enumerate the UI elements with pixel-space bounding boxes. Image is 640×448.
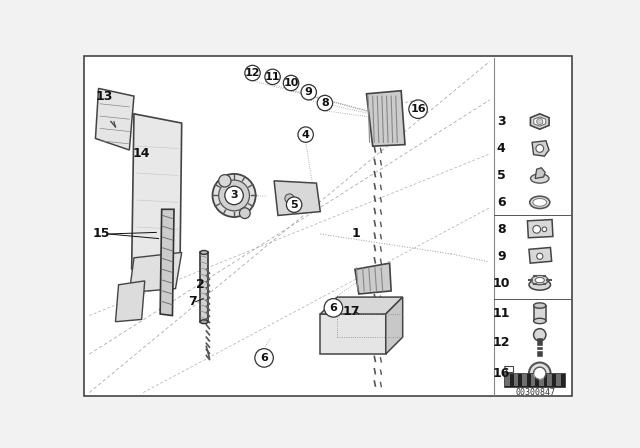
Text: 6: 6 (497, 196, 506, 209)
Circle shape (301, 85, 316, 100)
Text: 14: 14 (133, 147, 150, 160)
Circle shape (537, 253, 543, 259)
Text: 5: 5 (291, 200, 298, 210)
Circle shape (255, 349, 273, 367)
Polygon shape (513, 374, 518, 386)
Polygon shape (531, 374, 535, 386)
Circle shape (317, 95, 333, 111)
Circle shape (285, 194, 294, 203)
Bar (320, 314, 386, 354)
Polygon shape (531, 114, 549, 129)
Circle shape (533, 225, 541, 233)
Polygon shape (534, 117, 546, 126)
Circle shape (284, 75, 299, 90)
Circle shape (245, 65, 260, 81)
Circle shape (212, 174, 255, 217)
Polygon shape (95, 88, 134, 150)
Text: 2: 2 (196, 278, 205, 291)
Text: 10: 10 (284, 78, 299, 88)
Bar (534, 306, 546, 321)
Ellipse shape (531, 174, 549, 183)
Ellipse shape (529, 280, 550, 290)
Text: 10: 10 (493, 277, 510, 290)
Ellipse shape (534, 303, 546, 308)
Polygon shape (539, 374, 543, 386)
Text: 12: 12 (493, 336, 510, 349)
Text: 7: 7 (188, 295, 197, 308)
Text: 9: 9 (497, 250, 506, 263)
Text: 16: 16 (410, 104, 426, 114)
Circle shape (287, 197, 302, 212)
Polygon shape (532, 141, 549, 156)
Text: 6: 6 (260, 353, 268, 363)
Text: 11: 11 (493, 307, 510, 320)
Polygon shape (274, 181, 320, 215)
Circle shape (409, 100, 428, 118)
Polygon shape (547, 374, 552, 386)
Circle shape (542, 227, 547, 232)
Bar (504, 373, 565, 387)
Circle shape (219, 175, 231, 187)
Polygon shape (556, 374, 561, 386)
Polygon shape (355, 263, 391, 294)
Ellipse shape (535, 277, 545, 283)
Circle shape (219, 180, 250, 211)
Text: 17: 17 (342, 305, 360, 318)
Text: 16: 16 (493, 367, 510, 380)
Ellipse shape (200, 250, 208, 254)
Text: 15: 15 (93, 228, 110, 241)
Polygon shape (504, 366, 513, 372)
Circle shape (534, 367, 546, 379)
Text: 13: 13 (96, 90, 113, 103)
Polygon shape (505, 374, 509, 386)
Text: 00300847: 00300847 (516, 388, 556, 397)
Text: 8: 8 (497, 223, 506, 236)
Polygon shape (160, 209, 174, 315)
Circle shape (324, 299, 342, 317)
Circle shape (534, 329, 546, 341)
Polygon shape (129, 252, 182, 293)
FancyArrowPatch shape (280, 193, 310, 203)
Text: 4: 4 (497, 142, 506, 155)
Text: 4: 4 (301, 129, 310, 140)
Polygon shape (115, 281, 145, 322)
Ellipse shape (534, 318, 546, 323)
Text: 9: 9 (305, 87, 313, 97)
Ellipse shape (531, 276, 548, 285)
Polygon shape (535, 168, 545, 178)
Text: 5: 5 (497, 169, 506, 182)
Bar (200, 252, 208, 322)
Bar (529, 247, 552, 263)
Text: 12: 12 (244, 68, 260, 78)
Circle shape (298, 127, 314, 142)
Polygon shape (320, 297, 403, 314)
Polygon shape (367, 90, 405, 146)
Text: 3: 3 (497, 115, 506, 128)
Text: 8: 8 (321, 98, 329, 108)
Text: 1: 1 (351, 228, 360, 241)
Circle shape (239, 208, 250, 219)
Polygon shape (132, 114, 182, 269)
Polygon shape (522, 374, 527, 386)
Bar (527, 220, 553, 238)
Ellipse shape (200, 320, 208, 323)
Circle shape (225, 186, 243, 205)
Circle shape (537, 118, 543, 125)
Polygon shape (386, 297, 403, 354)
Ellipse shape (533, 198, 547, 206)
Circle shape (536, 145, 543, 152)
Text: 3: 3 (230, 190, 238, 200)
Circle shape (529, 362, 550, 384)
Circle shape (227, 188, 242, 203)
Text: 11: 11 (265, 72, 280, 82)
Ellipse shape (530, 196, 550, 208)
Circle shape (265, 69, 280, 85)
Text: 6: 6 (330, 303, 337, 313)
